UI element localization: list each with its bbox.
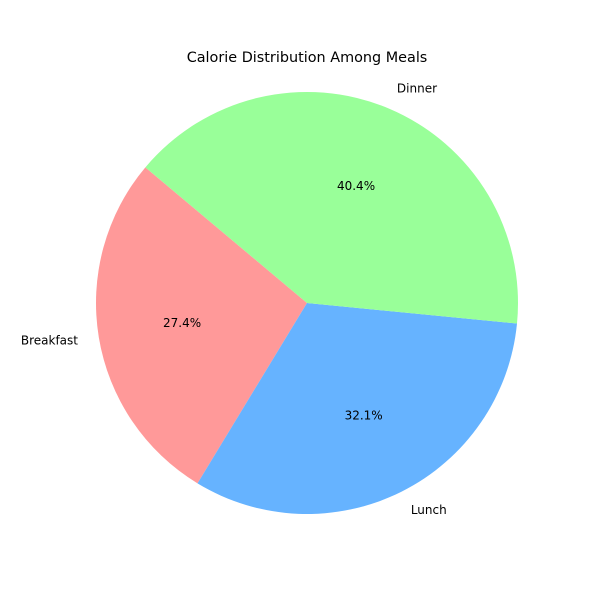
pie-labels: Breakfast 27.4% Lunch 32.1% Dinner 40.4% xyxy=(21,82,447,518)
pie-slice-dinner xyxy=(145,91,518,324)
chart-title: Calorie Distribution Among Meals xyxy=(187,50,428,66)
pie-slices xyxy=(95,91,518,515)
pie-slice-lunch xyxy=(197,303,517,515)
percent-label-lunch: 32.1% xyxy=(345,409,383,423)
pie-slice-breakfast xyxy=(95,167,307,484)
percent-label-dinner: 40.4% xyxy=(337,179,375,193)
slice-label-breakfast: Breakfast xyxy=(21,333,78,347)
slice-label-lunch: Lunch xyxy=(411,503,447,517)
percent-label-breakfast: 27.4% xyxy=(163,316,201,330)
slice-label-dinner: Dinner xyxy=(397,82,437,96)
